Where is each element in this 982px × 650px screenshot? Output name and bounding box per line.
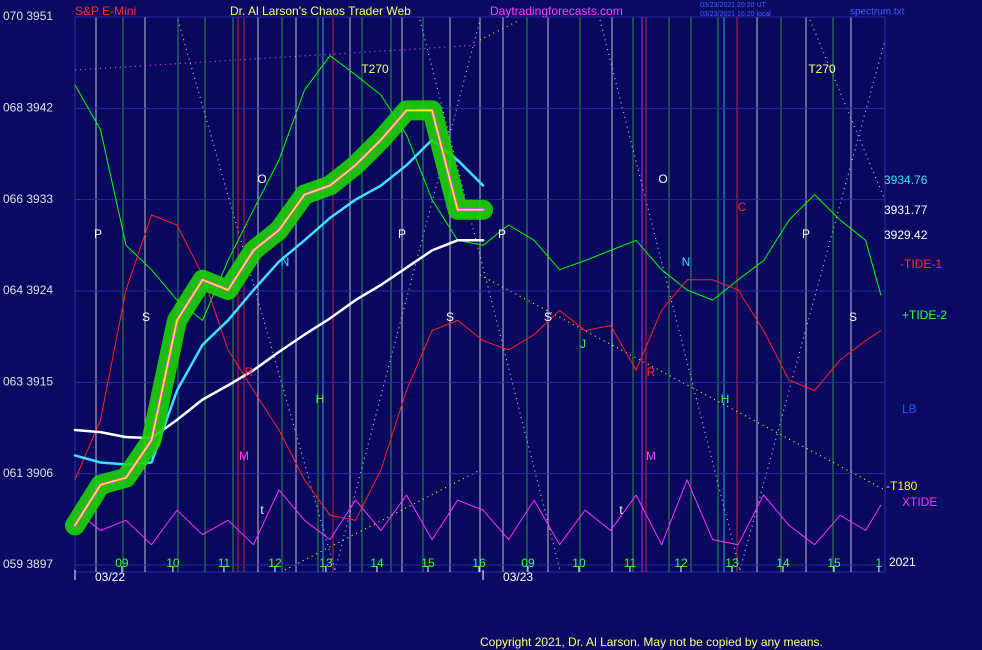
annotation: P	[498, 227, 506, 241]
annotation: H	[721, 392, 730, 406]
right-label: 3934.76	[884, 173, 928, 187]
x-tick-label: 10	[166, 556, 180, 570]
x-tick-label: 11	[218, 556, 231, 570]
x-tick-label: 12	[674, 556, 688, 570]
right-label: -TIDE-1	[900, 257, 942, 271]
series-line	[74, 214, 882, 521]
x-tick-label: 14	[370, 556, 384, 570]
x-tick-label: 09	[115, 556, 129, 570]
annotation: S	[544, 310, 552, 324]
y-tick-label: 068 3942	[3, 101, 53, 115]
x-tick-label: 10	[572, 556, 586, 570]
x-tick-label: 15	[827, 556, 841, 570]
annotation: M	[239, 449, 249, 463]
site: Daytradingforecasts.com	[490, 4, 623, 18]
annotation: T270	[808, 62, 836, 76]
y-tick-label: 070 3951	[3, 9, 53, 23]
series-line	[74, 109, 484, 527]
annotation: S	[142, 310, 150, 324]
cycle-line	[177, 19, 336, 571]
annotation: J	[580, 337, 586, 351]
y-tick-label: 066 3933	[3, 192, 53, 206]
timestamp: 03/23/2021 16:20 local	[700, 11, 771, 18]
x-tick-label: 13	[319, 556, 333, 570]
right-label: 2021	[889, 555, 916, 569]
file-name: spectrum.txt	[850, 7, 905, 18]
x-tick-label: 15	[421, 556, 435, 570]
annotation: R	[647, 365, 656, 379]
timestamp: 03/23/2021 20:20 UT	[700, 2, 766, 9]
series-line	[74, 479, 882, 546]
annotation: t	[260, 503, 264, 517]
y-tick-label: 059 3897	[3, 557, 53, 571]
annotation: C	[738, 200, 747, 214]
annotation: N	[281, 255, 290, 269]
y-tick-label: 063 3915	[3, 375, 53, 389]
right-label: 3929.42	[884, 228, 928, 242]
copyright: Copyright 2021, Dr. Al Larson. May not b…	[480, 635, 823, 649]
date-label: 03/23	[503, 570, 533, 584]
x-tick-label: 16	[472, 556, 486, 570]
right-label: LB	[902, 402, 917, 416]
right-label: -T180	[886, 479, 918, 493]
annotation: H	[316, 392, 325, 406]
annotation: T270	[361, 62, 389, 76]
y-tick-label: 064 3924	[3, 283, 53, 297]
x-tick-label: 11	[624, 556, 637, 570]
date-label: 03/22	[95, 570, 125, 584]
symbol: S&P E-Mini	[75, 4, 136, 18]
right-label: +TIDE-2	[902, 308, 947, 322]
annotation: P	[94, 227, 102, 241]
annotation: M	[646, 449, 656, 463]
x-tick-label: 12	[268, 556, 282, 570]
annotation: O	[257, 172, 266, 186]
x-tick-label: 14	[776, 556, 790, 570]
right-label: XTIDE	[902, 495, 937, 509]
y-tick-label: 061 3906	[3, 466, 53, 480]
x-tick-label: 13	[725, 556, 739, 570]
annotation: S	[446, 310, 454, 324]
annotation: P	[802, 227, 810, 241]
annotation: N	[682, 255, 691, 269]
annotation: P	[398, 227, 406, 241]
annotation: t	[619, 503, 623, 517]
chart-title: Dr. Al Larson's Chaos Trader Web	[230, 4, 411, 18]
x-tick-label: 09	[521, 556, 535, 570]
annotation: R	[245, 365, 254, 379]
annotation: O	[658, 172, 667, 186]
right-label: 3931.77	[884, 203, 928, 217]
annotation: S	[849, 310, 857, 324]
x-tick-label: 1	[876, 556, 883, 570]
